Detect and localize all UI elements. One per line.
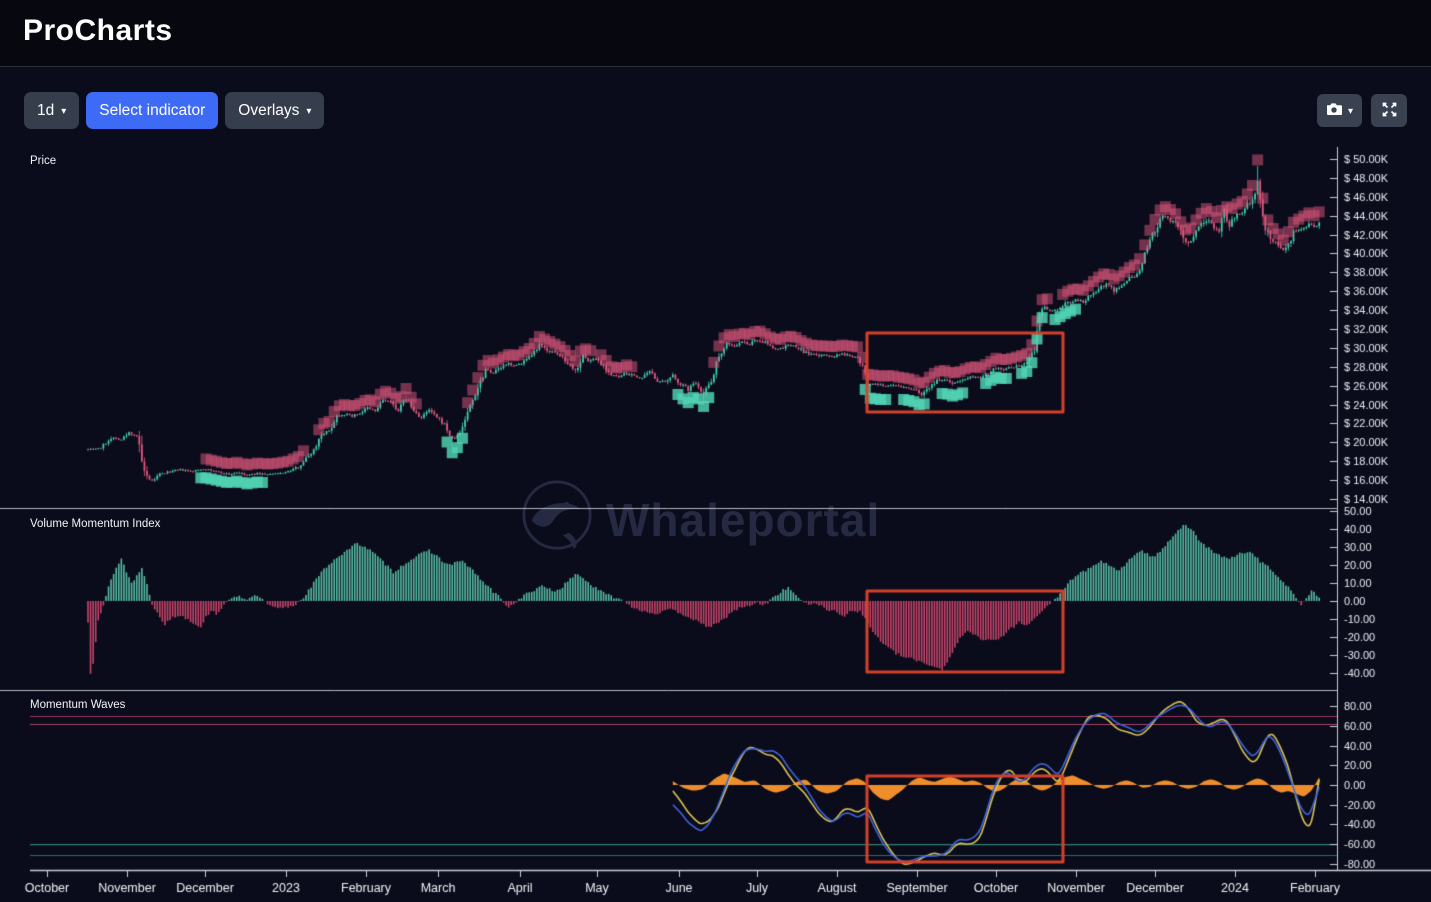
panel-title-momentum-waves: Momentum Waves xyxy=(30,699,126,711)
toolbar-right: ▾ xyxy=(1316,94,1407,127)
panel-title-price: Price xyxy=(30,155,57,167)
app-header: ProCharts xyxy=(0,0,1431,67)
page-title: ProCharts xyxy=(23,14,173,47)
fullscreen-button[interactable] xyxy=(1371,94,1407,127)
select-indicator-button[interactable]: Select indicator xyxy=(86,92,219,129)
caret-down-icon: ▾ xyxy=(306,105,312,117)
caret-down-icon: ▾ xyxy=(1347,105,1353,117)
panel-title-volume-momentum-index: Volume Momentum Index xyxy=(30,518,161,530)
camera-icon xyxy=(1326,102,1343,119)
fullscreen-icon xyxy=(1382,102,1397,120)
toolbar: 1d ▾ Select indicator Overlays ▾ xyxy=(24,92,325,129)
timeframe-button[interactable]: 1d ▾ xyxy=(24,92,80,129)
overlays-button[interactable]: Overlays ▾ xyxy=(225,92,325,129)
caret-down-icon: ▾ xyxy=(61,105,67,117)
screenshot-button[interactable]: ▾ xyxy=(1316,94,1362,127)
